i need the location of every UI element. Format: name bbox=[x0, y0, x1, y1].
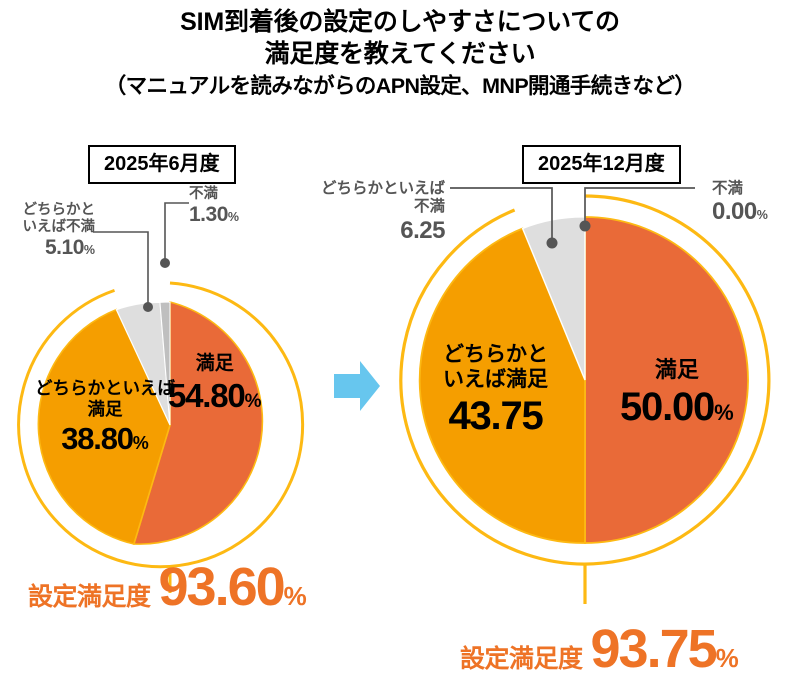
slice-label-name-line1: どちらかといえば bbox=[35, 378, 175, 398]
slice-label-somewhat-satisfied-left: どちらかといえば 満足 38.80% bbox=[35, 378, 175, 457]
summary-total-left: 設定満足度 93.60% bbox=[28, 560, 307, 614]
leader-dot-dissatisfied-right bbox=[579, 220, 591, 232]
period-label-right: 2025年12月度 bbox=[522, 145, 681, 184]
callout-name-line1: どちらかと bbox=[22, 202, 96, 218]
slice-label-value: 38.80 bbox=[61, 421, 134, 456]
arrow-right-icon bbox=[334, 361, 380, 411]
pie-slice-satisfied-right bbox=[584, 216, 749, 544]
slice-label-somewhat-satisfied-right: どちらかと いえば満足 43.75 bbox=[443, 342, 548, 440]
summary-percent-sign: % bbox=[715, 643, 739, 673]
title-line-2: 満足度を教えてください bbox=[264, 40, 536, 68]
leader-line-somewhat-dissatisfied-right bbox=[450, 187, 553, 243]
summary-total-right: 設定満足度 93.75% bbox=[460, 622, 739, 676]
slice-label-name: 満足 bbox=[654, 357, 699, 382]
title-subtitle: （マニュアルを読みながらのAPN設定、MNP開通手続きなど） bbox=[104, 74, 696, 98]
callout-dissatisfied-right: 不満 0.00% bbox=[712, 180, 768, 227]
pie-slice-satisfied-left bbox=[132, 300, 264, 545]
satisfaction-ring-arc-right bbox=[399, 194, 771, 566]
pie-chart-left bbox=[0, 180, 340, 600]
pie-slice-somewhat-satisfied-left bbox=[37, 308, 171, 545]
slice-label-name-line1: どちらかと bbox=[443, 343, 548, 366]
callout-value: 6.25 bbox=[400, 216, 445, 244]
slice-label-percent-sign: % bbox=[714, 400, 734, 426]
summary-percent-sign: % bbox=[283, 581, 307, 611]
page-title: SIM到着後の設定のしやすさについての 満足度を教えてください （マニュアルを読… bbox=[0, 6, 800, 101]
callout-value: 5.10 bbox=[45, 236, 84, 260]
pie-chart-right-svg bbox=[399, 187, 771, 604]
slice-label-percent-sign: % bbox=[244, 390, 262, 412]
callout-dissatisfied-left: 不満 1.30% bbox=[189, 186, 239, 228]
slice-label-name: 満足 bbox=[195, 353, 234, 374]
callout-percent-sign: % bbox=[227, 210, 239, 225]
summary-label: 設定満足度 bbox=[460, 645, 583, 673]
pie-slice-dissatisfied-left bbox=[159, 301, 171, 426]
pie-slice-somewhat-satisfied-right bbox=[418, 227, 586, 544]
slice-label-value: 50.00 bbox=[620, 385, 715, 430]
satisfaction-ring-arc-left bbox=[17, 281, 305, 569]
callout-value: 1.30 bbox=[189, 203, 228, 227]
callout-name-line2: 不満 bbox=[413, 198, 445, 216]
slice-label-value: 54.80 bbox=[168, 376, 246, 414]
leader-dot-somewhat-dissatisfied-left bbox=[143, 302, 153, 312]
leader-line-dissatisfied-left bbox=[164, 202, 189, 263]
slice-label-name-line2: いえば満足 bbox=[443, 368, 548, 392]
callout-percent-sign: % bbox=[83, 243, 95, 258]
callout-somewhat-dissatisfied-left: どちらかと いえば不満 5.10% bbox=[10, 202, 96, 261]
summary-value: 93.60 bbox=[158, 557, 286, 617]
callout-somewhat-dissatisfied-right: どちらかといえば 不満 6.25 bbox=[315, 180, 446, 245]
callout-name-line1: どちらかといえば bbox=[320, 180, 445, 197]
leader-line-somewhat-dissatisfied-left bbox=[93, 231, 149, 307]
slice-label-satisfied-left: 満足 54.80% bbox=[168, 353, 262, 415]
callout-percent-sign: % bbox=[756, 208, 768, 223]
slice-label-name-line2: 満足 bbox=[87, 399, 123, 419]
slice-label-percent-sign: % bbox=[132, 433, 149, 453]
title-line-1: SIM到着後の設定のしやすさについての bbox=[180, 8, 620, 36]
period-label-left: 2025年6月度 bbox=[88, 145, 236, 184]
summary-value: 93.75 bbox=[590, 619, 718, 679]
leader-dot-somewhat-dissatisfied-right bbox=[546, 237, 558, 249]
callout-name-line2: いえば不満 bbox=[22, 219, 96, 236]
leader-dot-dissatisfied-left bbox=[160, 258, 170, 268]
summary-label: 設定満足度 bbox=[28, 583, 151, 611]
callout-value: 0.00 bbox=[712, 198, 757, 226]
slice-label-value: 43.75 bbox=[448, 394, 543, 439]
pie-chart-left-svg bbox=[17, 202, 305, 593]
pie-chart-right bbox=[370, 180, 800, 660]
leader-line-dissatisfied-right bbox=[584, 187, 695, 226]
slice-label-satisfied-right: 満足 50.00% bbox=[620, 357, 734, 431]
callout-name-line1: 不満 bbox=[189, 186, 218, 202]
callout-name-line1: 不満 bbox=[712, 180, 744, 197]
